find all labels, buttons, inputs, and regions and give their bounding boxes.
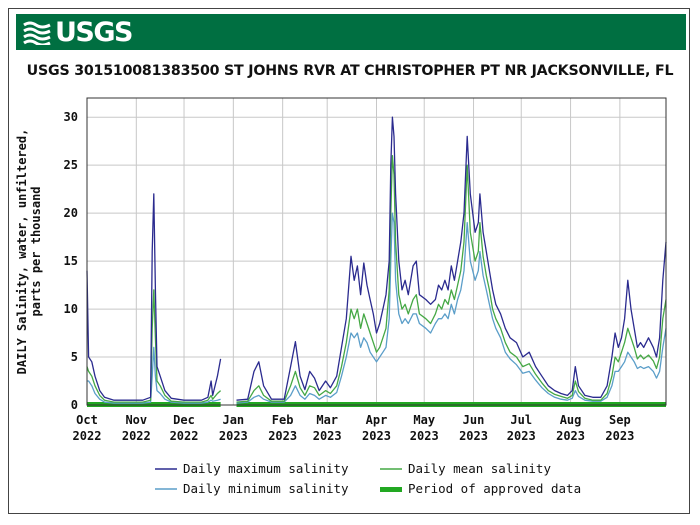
usgs-wave-icon (23, 21, 51, 45)
y-axis-label-line: DAILY Salinity, water, unfiltered, (15, 129, 29, 375)
legend-label: Daily mean salinity (408, 461, 551, 476)
x-tick-year: 2023 (362, 429, 391, 443)
x-tick-month: Aug (560, 413, 582, 427)
x-tick-month: Dec (173, 413, 195, 427)
plot-area (86, 97, 667, 406)
legend-swatch (380, 487, 402, 492)
x-tick-month: Oct (76, 413, 98, 427)
x-tick-month: Apr (366, 413, 388, 427)
y-tick-label: 25 (64, 158, 78, 172)
x-tick-month: Jul (510, 413, 532, 427)
y-tick-label: 30 (64, 110, 78, 124)
usgs-logo[interactable]: USGS (22, 16, 133, 48)
x-tick-year: 2023 (268, 429, 297, 443)
y-tick-label: 20 (64, 206, 78, 220)
x-tick-month: May (413, 413, 435, 427)
x-tick-month: Jun (463, 413, 485, 427)
x-tick-year: 2023 (459, 429, 488, 443)
series-line-max (86, 116, 667, 401)
y-tick-label: 5 (71, 350, 78, 364)
x-tick-year: 2023 (605, 429, 634, 443)
legend-item-mean: Daily mean salinity (380, 461, 551, 476)
x-tick-year: 2022 (170, 429, 199, 443)
y-tick-label: 0 (71, 398, 78, 412)
grid (86, 98, 666, 406)
y-axis-label: DAILY Salinity, water, unfiltered, parts … (15, 129, 43, 375)
x-tick-month: Sep (609, 413, 631, 427)
y-axis-ticks: 0 5 10 15 20 25 30 (64, 110, 78, 412)
legend-item-approved: Period of approved data (380, 481, 581, 496)
usgs-banner: USGS (16, 14, 686, 50)
x-tick-month: Feb (272, 413, 294, 427)
legend-label: Period of approved data (408, 481, 581, 496)
series-layer (86, 116, 667, 404)
x-tick-year: 2022 (122, 429, 151, 443)
x-tick-year: 2022 (73, 429, 102, 443)
x-tick-year: 2023 (556, 429, 585, 443)
x-tick-year: 2023 (410, 429, 439, 443)
legend-item-max: Daily maximum salinity (155, 461, 349, 476)
usgs-logo-text: USGS (55, 16, 133, 48)
x-tick-month: Mar (316, 413, 338, 427)
legend-item-min: Daily minimum salinity (155, 481, 349, 496)
x-tick-year: 2023 (507, 429, 536, 443)
series-line-mean (86, 154, 667, 403)
y-axis-label-line: parts per thousand (29, 186, 43, 316)
legend-label: Daily maximum salinity (183, 461, 349, 476)
chart-title: USGS 301510081383500 ST JOHNS RVR AT CHR… (26, 63, 674, 79)
series-line-min (87, 212, 667, 404)
x-axis-ticks: Oct 2022 Nov 2022 Dec 2022 Jan 2023 Feb 2023 Mar 20… (73, 413, 635, 443)
y-tick-label: 15 (64, 254, 78, 268)
x-tick-month: Jan (222, 413, 244, 427)
x-tick-year: 2023 (219, 429, 248, 443)
x-tick-month: Nov (125, 413, 147, 427)
legend-label: Daily minimum salinity (183, 481, 349, 496)
y-tick-label: 10 (64, 302, 78, 316)
x-tick-year: 2023 (313, 429, 342, 443)
legend: Daily maximum salinity Daily mean salinit… (155, 461, 581, 496)
